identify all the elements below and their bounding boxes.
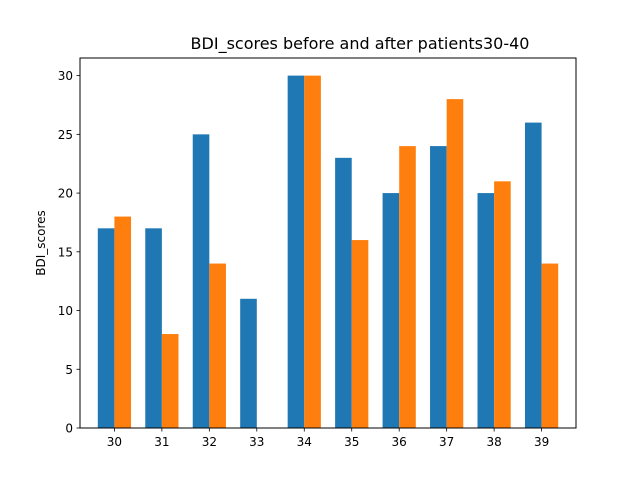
x-tick-label: 30: [107, 435, 122, 449]
y-tick-label: 30: [58, 69, 73, 83]
bar-series-2-38: [494, 181, 511, 428]
x-tick-label: 35: [344, 435, 359, 449]
x-tick-label: 34: [297, 435, 312, 449]
x-tick-label: 39: [534, 435, 549, 449]
bar-series-1-39: [524, 122, 542, 428]
bar-series-1-31: [145, 228, 162, 428]
bar-series-1-36: [382, 193, 400, 428]
bar-series-1-38: [477, 193, 495, 428]
bar-series-2-34: [304, 75, 321, 429]
plot-area-frame: [79, 57, 577, 429]
y-axis-label: BDI_scores: [34, 210, 48, 276]
x-axis: 30 31 32 33 34 35 36 37 38 39: [107, 428, 549, 449]
x-tick-label: 33: [249, 435, 264, 449]
x-tick-label: 37: [439, 435, 454, 449]
y-tick-label: 25: [58, 128, 73, 142]
y-tick-label: 20: [58, 187, 73, 201]
x-tick-label: 38: [486, 435, 501, 449]
y-tick-label: 15: [58, 245, 73, 259]
bar-series-1-32: [192, 134, 210, 428]
y-tick-label: 10: [58, 304, 73, 318]
x-tick-label: 31: [154, 435, 169, 449]
bar-series-1-34: [287, 75, 305, 429]
bar-series-2-31: [161, 334, 179, 428]
bar-series-1-35: [335, 157, 352, 428]
bar-series-2-36: [399, 146, 416, 428]
x-tick-label: 36: [392, 435, 407, 449]
bar-series-1-33: [240, 298, 257, 428]
bar-series-2-39: [541, 263, 559, 428]
bar-series-2-32: [209, 263, 226, 428]
y-axis: 0 5 10 15 20 25 30: [58, 69, 80, 436]
bar-series-1-30: [97, 228, 115, 428]
chart-title: BDI_scores before and after patients30-4…: [191, 34, 530, 54]
bars-group: [97, 75, 559, 429]
y-tick-label: 0: [65, 422, 73, 436]
bar-series-2-37: [446, 99, 464, 429]
bar-series-2-30: [114, 216, 132, 428]
y-tick-label: 5: [65, 363, 73, 377]
bar-series-1-37: [430, 146, 447, 428]
bar-series-2-35: [351, 240, 369, 428]
x-tick-label: 32: [202, 435, 217, 449]
